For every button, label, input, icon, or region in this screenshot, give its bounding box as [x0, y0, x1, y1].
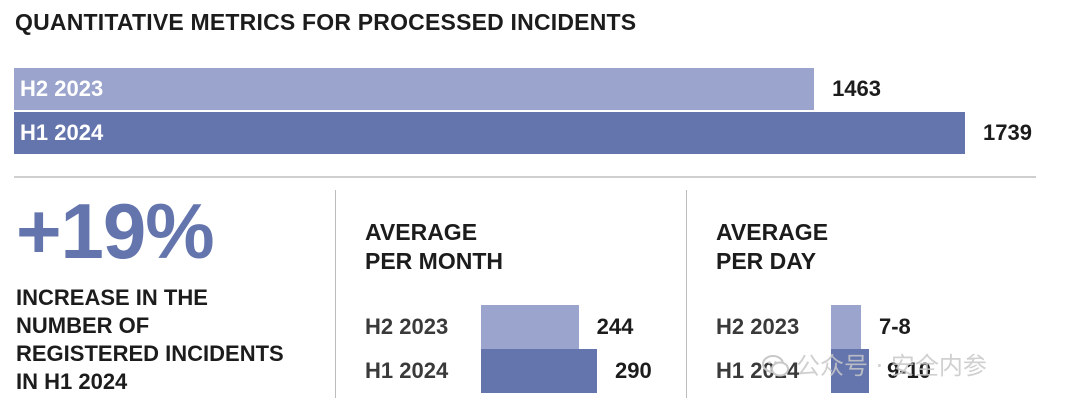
- wechat-icon: [762, 355, 789, 377]
- per-month-label: H2 2023: [365, 314, 449, 339]
- per-day-value: 9-10: [887, 358, 932, 383]
- increase-percentage: +19%: [16, 187, 215, 275]
- per-day-title: AVERAGE PER DAY: [716, 219, 829, 274]
- per-day-bar-h1-2024: [831, 349, 869, 393]
- chart-title: QUANTITATIVE METRICS FOR PROCESSED INCID…: [15, 9, 637, 35]
- main-bar-h1-2024: [14, 112, 965, 154]
- watermark: 公众号 · 安全内参: [762, 346, 987, 381]
- per-day-label: H2 2023: [716, 314, 800, 339]
- per-month-value: 244: [596, 314, 634, 339]
- column-divider: [686, 190, 687, 398]
- main-bar-label: H2 2023: [20, 76, 104, 101]
- per-month-value: 290: [615, 358, 652, 383]
- per-day-bar-h2-2023: [831, 305, 861, 349]
- increase-description: INCREASE IN THE NUMBER OF REGISTERED INC…: [16, 285, 284, 394]
- column-divider: [335, 190, 336, 398]
- main-bar-value: 1739: [983, 120, 1032, 145]
- main-bar-label: H1 2024: [20, 120, 104, 145]
- main-bar-h2-2023: [14, 68, 815, 110]
- per-day-value: 7-8: [879, 314, 911, 339]
- per-month-bar-h1-2024: [481, 349, 597, 393]
- watermark-text: 公众号 · 安全内参: [796, 352, 987, 380]
- main-bar-value: 1463: [832, 76, 882, 101]
- section-divider: [14, 176, 1036, 178]
- per-month-title: AVERAGE PER MONTH: [365, 219, 503, 274]
- per-month-bar-h2-2023: [481, 305, 579, 349]
- per-month-label: H1 2024: [365, 358, 449, 383]
